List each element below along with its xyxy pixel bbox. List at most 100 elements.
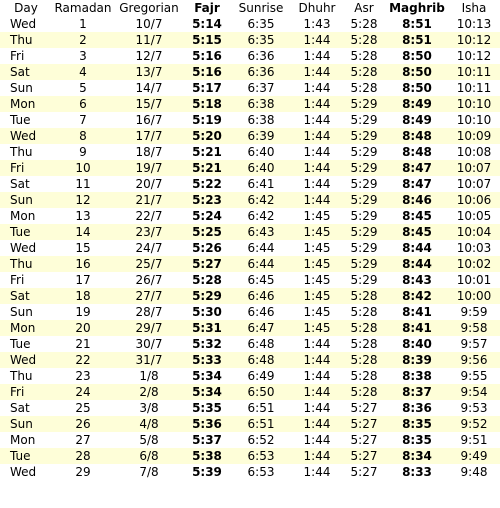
dhuhr-time-cell: 1:45 bbox=[303, 209, 331, 223]
day-cell: Mon bbox=[10, 97, 36, 111]
asr-time-cell: 5:27 bbox=[350, 449, 378, 463]
day-cell: Fri bbox=[10, 49, 25, 63]
day-cell: Sun bbox=[10, 305, 33, 319]
isha-time-cell: 10:11 bbox=[456, 65, 492, 79]
maghrib-time-cell: 8:36 bbox=[402, 401, 432, 415]
isha-time-cell: 9:49 bbox=[460, 449, 488, 463]
sunrise-time-cell: 6:46 bbox=[247, 305, 275, 319]
table-row: Sat 25 3/8 5:35 6:51 1:44 5:27 8:36 9:53 bbox=[0, 400, 500, 416]
dhuhr-time-cell: 1:44 bbox=[303, 113, 331, 127]
sunrise-time-cell: 6:37 bbox=[247, 81, 275, 95]
gregorian-date-cell: 18/7 bbox=[135, 145, 163, 159]
day-cell: Sat bbox=[10, 289, 30, 303]
ramadan-day-cell: 17 bbox=[75, 273, 91, 287]
asr-time-cell: 5:27 bbox=[350, 417, 378, 431]
maghrib-time-cell: 8:43 bbox=[402, 273, 432, 287]
maghrib-time-cell: 8:45 bbox=[402, 225, 432, 239]
ramadan-day-cell: 21 bbox=[75, 337, 91, 351]
fajr-time-cell: 5:34 bbox=[192, 369, 222, 383]
fajr-time-cell: 5:17 bbox=[192, 81, 222, 95]
maghrib-time-cell: 8:47 bbox=[402, 161, 432, 175]
asr-time-cell: 5:29 bbox=[350, 257, 378, 271]
ramadan-day-cell: 13 bbox=[75, 209, 91, 223]
asr-time-cell: 5:29 bbox=[350, 241, 378, 255]
table-row: Wed 8 17/7 5:20 6:39 1:44 5:29 8:48 10:09 bbox=[0, 128, 500, 144]
table-row: Sat 4 13/7 5:16 6:36 1:44 5:28 8:50 10:11 bbox=[0, 64, 500, 80]
day-cell: Wed bbox=[10, 465, 37, 479]
asr-time-cell: 5:27 bbox=[350, 401, 378, 415]
table-row: Mon 27 5/8 5:37 6:52 1:44 5:27 8:35 9:51 bbox=[0, 432, 500, 448]
dhuhr-time-cell: 1:45 bbox=[303, 225, 331, 239]
fajr-time-cell: 5:18 bbox=[192, 97, 222, 111]
fajr-time-cell: 5:33 bbox=[192, 353, 222, 367]
maghrib-time-cell: 8:41 bbox=[402, 321, 432, 335]
gregorian-date-cell: 3/8 bbox=[139, 401, 159, 415]
sunrise-time-cell: 6:35 bbox=[247, 33, 275, 47]
table-row: Mon 6 15/7 5:18 6:38 1:44 5:29 8:49 10:10 bbox=[0, 96, 500, 112]
maghrib-time-cell: 8:40 bbox=[402, 337, 432, 351]
fajr-time-cell: 5:27 bbox=[192, 257, 222, 271]
fajr-time-cell: 5:36 bbox=[192, 417, 222, 431]
table-row: Tue 21 30/7 5:32 6:48 1:44 5:28 8:40 9:57 bbox=[0, 336, 500, 352]
sunrise-time-cell: 6:53 bbox=[247, 465, 275, 479]
isha-time-cell: 10:04 bbox=[456, 225, 492, 239]
asr-time-cell: 5:29 bbox=[350, 97, 378, 111]
ramadan-day-cell: 27 bbox=[75, 433, 91, 447]
isha-time-cell: 10:10 bbox=[456, 97, 492, 111]
asr-time-cell: 5:28 bbox=[350, 305, 378, 319]
isha-time-cell: 10:06 bbox=[456, 193, 492, 207]
ramadan-day-cell: 12 bbox=[75, 193, 91, 207]
day-cell: Sun bbox=[10, 417, 33, 431]
dhuhr-time-cell: 1:44 bbox=[303, 193, 331, 207]
gregorian-date-cell: 26/7 bbox=[135, 273, 163, 287]
fajr-time-cell: 5:14 bbox=[192, 17, 222, 31]
fajr-time-cell: 5:21 bbox=[192, 161, 222, 175]
table-row: Thu 9 18/7 5:21 6:40 1:44 5:29 8:48 10:08 bbox=[0, 144, 500, 160]
gregorian-date-cell: 31/7 bbox=[135, 353, 163, 367]
gregorian-date-cell: 4/8 bbox=[139, 417, 159, 431]
header-isha: Isha bbox=[448, 0, 500, 16]
dhuhr-time-cell: 1:44 bbox=[303, 33, 331, 47]
table-row: Wed 15 24/7 5:26 6:44 1:45 5:29 8:44 10:03 bbox=[0, 240, 500, 256]
table-row: Wed 29 7/8 5:39 6:53 1:44 5:27 8:33 9:48 bbox=[0, 464, 500, 480]
isha-time-cell: 9:48 bbox=[460, 465, 488, 479]
sunrise-time-cell: 6:42 bbox=[247, 193, 275, 207]
fajr-time-cell: 5:38 bbox=[192, 449, 222, 463]
asr-time-cell: 5:28 bbox=[350, 49, 378, 63]
table-row: Sat 11 20/7 5:22 6:41 1:44 5:29 8:47 10:07 bbox=[0, 176, 500, 192]
gregorian-date-cell: 30/7 bbox=[135, 337, 163, 351]
day-cell: Mon bbox=[10, 433, 36, 447]
ramadan-day-cell: 20 bbox=[75, 321, 91, 335]
gregorian-date-cell: 20/7 bbox=[135, 177, 163, 191]
fajr-time-cell: 5:26 bbox=[192, 241, 222, 255]
asr-time-cell: 5:29 bbox=[350, 161, 378, 175]
timetable-body: Wed 1 10/7 5:14 6:35 1:43 5:28 8:51 10:13 Thu 2 11/… bbox=[0, 16, 500, 480]
maghrib-time-cell: 8:34 bbox=[402, 449, 432, 463]
maghrib-time-cell: 8:41 bbox=[402, 305, 432, 319]
asr-time-cell: 5:29 bbox=[350, 209, 378, 223]
isha-time-cell: 10:02 bbox=[456, 257, 492, 271]
day-cell: Fri bbox=[10, 161, 25, 175]
ramadan-day-cell: 28 bbox=[75, 449, 91, 463]
sunrise-time-cell: 6:38 bbox=[247, 97, 275, 111]
fajr-time-cell: 5:22 bbox=[192, 177, 222, 191]
sunrise-time-cell: 6:51 bbox=[247, 417, 275, 431]
fajr-time-cell: 5:16 bbox=[192, 65, 222, 79]
asr-time-cell: 5:28 bbox=[350, 65, 378, 79]
table-row: Sun 19 28/7 5:30 6:46 1:45 5:28 8:41 9:59 bbox=[0, 304, 500, 320]
isha-time-cell: 10:09 bbox=[456, 129, 492, 143]
asr-time-cell: 5:29 bbox=[350, 177, 378, 191]
header-sunrise: Sunrise bbox=[230, 0, 292, 16]
gregorian-date-cell: 23/7 bbox=[135, 225, 163, 239]
ramadan-day-cell: 15 bbox=[75, 241, 91, 255]
ramadan-day-cell: 5 bbox=[79, 81, 87, 95]
gregorian-date-cell: 7/8 bbox=[139, 465, 159, 479]
ramadan-day-cell: 25 bbox=[75, 401, 91, 415]
sunrise-time-cell: 6:46 bbox=[247, 289, 275, 303]
day-cell: Tue bbox=[10, 225, 31, 239]
gregorian-date-cell: 29/7 bbox=[135, 321, 163, 335]
header-day: Day bbox=[0, 0, 52, 16]
ramadan-day-cell: 10 bbox=[75, 161, 91, 175]
gregorian-date-cell: 27/7 bbox=[135, 289, 163, 303]
maghrib-time-cell: 8:48 bbox=[402, 129, 432, 143]
